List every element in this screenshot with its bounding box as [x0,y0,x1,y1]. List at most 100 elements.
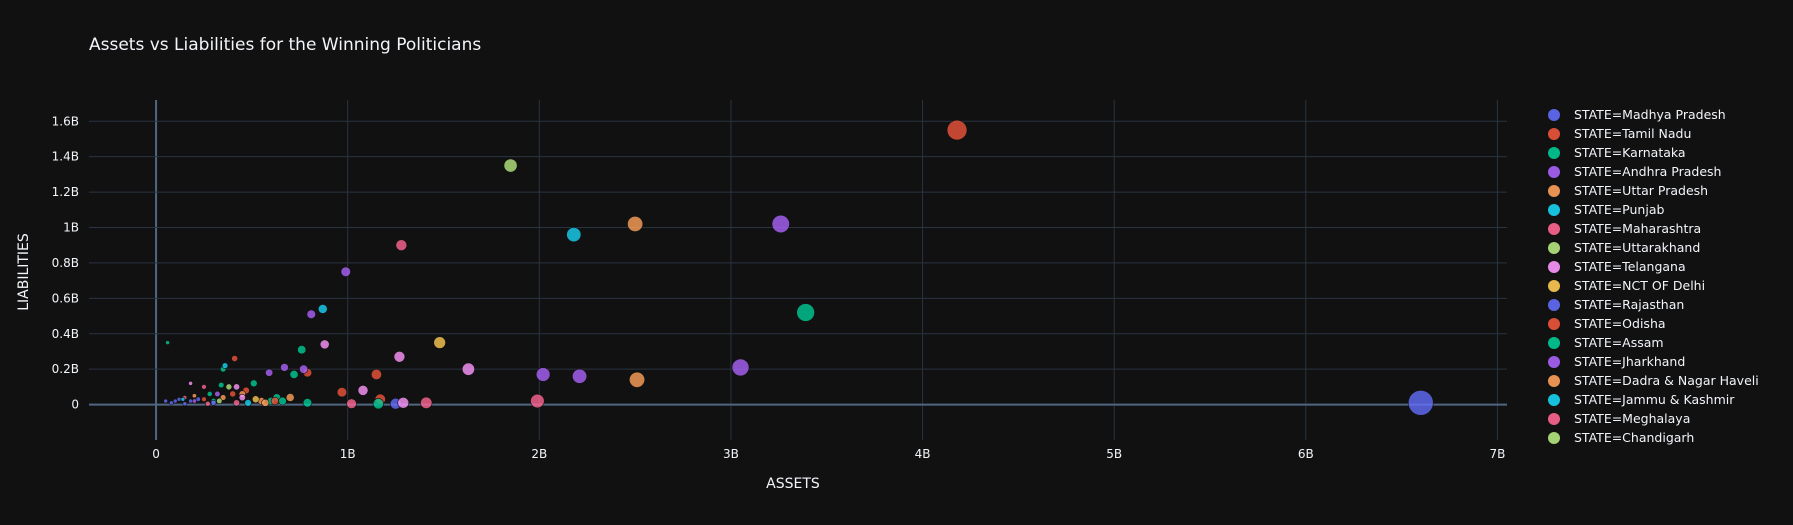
y-tick-label: 0.8B [52,256,79,270]
data-point[interactable] [572,369,586,383]
data-point[interactable] [239,394,246,401]
data-point[interactable] [202,384,207,389]
series-16 [205,401,210,406]
data-point[interactable] [320,340,329,349]
data-point[interactable] [732,359,749,376]
data-point[interactable] [192,399,196,403]
data-point[interactable] [252,396,259,403]
data-point[interactable] [396,240,407,251]
data-point[interactable] [230,391,236,397]
data-point[interactable] [250,380,257,387]
data-point[interactable] [394,351,405,362]
legend-marker-icon [1548,185,1560,197]
legend-label: STATE=Tamil Nadu [1574,126,1691,141]
legend-item[interactable]: STATE=Chandigarh [1548,428,1759,447]
data-point[interactable] [280,363,288,371]
legend-item[interactable]: STATE=Odisha [1548,314,1759,333]
data-point[interactable] [265,369,272,376]
data-point[interactable] [1408,390,1433,415]
x-axis-title: ASSETS [766,476,820,492]
data-point[interactable] [232,355,238,361]
data-point[interactable] [271,397,279,405]
legend-item[interactable]: STATE=Jharkhand [1548,352,1759,371]
legend-item[interactable]: STATE=Jammu & Kashmir [1548,390,1759,409]
legend-item[interactable]: STATE=Karnataka [1548,143,1759,162]
legend-item[interactable]: STATE=NCT OF Delhi [1548,276,1759,295]
legend-item[interactable]: STATE=Uttarakhand [1548,238,1759,257]
legend-label: STATE=Andhra Pradesh [1574,164,1721,179]
legend-item[interactable]: STATE=Assam [1548,333,1759,352]
data-point[interactable] [226,384,232,390]
data-point[interactable] [358,385,368,395]
data-point[interactable] [337,387,347,397]
data-point[interactable] [279,397,287,405]
legend-item[interactable]: STATE=Maharashtra [1548,219,1759,238]
data-point[interactable] [218,382,224,388]
data-point[interactable] [373,398,383,408]
data-point[interactable] [627,216,642,231]
legend-item[interactable]: STATE=Madhya Pradesh [1548,105,1759,124]
data-point[interactable] [169,401,173,405]
data-point[interactable] [233,400,239,406]
x-tick-label: 0 [152,447,160,461]
data-point[interactable] [215,391,221,397]
data-point[interactable] [183,402,187,406]
data-point[interactable] [262,399,269,406]
data-point[interactable] [797,304,815,322]
legend-label: STATE=Rajasthan [1574,297,1684,312]
data-point[interactable] [297,345,305,353]
data-point[interactable] [164,399,168,403]
data-point[interactable] [947,120,967,140]
legend-item[interactable]: STATE=Punjab [1548,200,1759,219]
data-point[interactable] [217,398,223,404]
legend-item[interactable]: STATE=Telangana [1548,257,1759,276]
legend-label: STATE=Punjab [1574,202,1664,217]
data-point[interactable] [181,397,185,401]
data-point[interactable] [202,397,207,402]
data-point[interactable] [434,337,446,349]
y-tick-label: 1B [63,221,79,235]
data-point[interactable] [462,363,474,375]
data-point[interactable] [290,370,298,378]
legend-marker-icon [1548,280,1560,292]
data-point[interactable] [303,398,312,407]
data-point[interactable] [222,363,228,369]
data-point[interactable] [307,310,316,319]
data-point[interactable] [233,384,239,390]
data-point[interactable] [192,394,196,398]
data-point[interactable] [166,341,170,345]
data-point[interactable] [531,394,545,408]
data-point[interactable] [318,304,327,313]
data-point[interactable] [188,381,192,385]
data-point[interactable] [299,365,308,374]
data-point[interactable] [211,400,216,405]
data-point[interactable] [341,267,351,277]
data-point[interactable] [567,227,581,241]
data-point[interactable] [245,399,252,406]
legend-item[interactable]: STATE=Andhra Pradesh [1548,162,1759,181]
data-point[interactable] [207,391,212,396]
legend-item[interactable]: STATE=Rajasthan [1548,295,1759,314]
data-point[interactable] [772,215,790,233]
data-point[interactable] [504,159,517,172]
series-7 [226,159,517,390]
data-point[interactable] [173,399,177,403]
data-point[interactable] [629,372,644,387]
series-14 [262,399,269,406]
legend-marker-icon [1548,413,1560,425]
data-point[interactable] [398,397,409,408]
legend-marker-icon [1548,318,1560,330]
data-point[interactable] [536,368,550,382]
data-point[interactable] [177,397,181,401]
data-point[interactable] [286,393,294,401]
legend-label: STATE=Jammu & Kashmir [1574,392,1734,407]
legend-item[interactable]: STATE=Tamil Nadu [1548,124,1759,143]
data-point[interactable] [347,399,357,409]
legend-marker-icon [1548,375,1560,387]
data-point[interactable] [205,401,210,406]
legend-item[interactable]: STATE=Dadra & Nagar Haveli [1548,371,1759,390]
data-point[interactable] [420,397,432,409]
data-point[interactable] [371,369,381,379]
legend-item[interactable]: STATE=Meghalaya [1548,409,1759,428]
legend-item[interactable]: STATE=Uttar Pradesh [1548,181,1759,200]
